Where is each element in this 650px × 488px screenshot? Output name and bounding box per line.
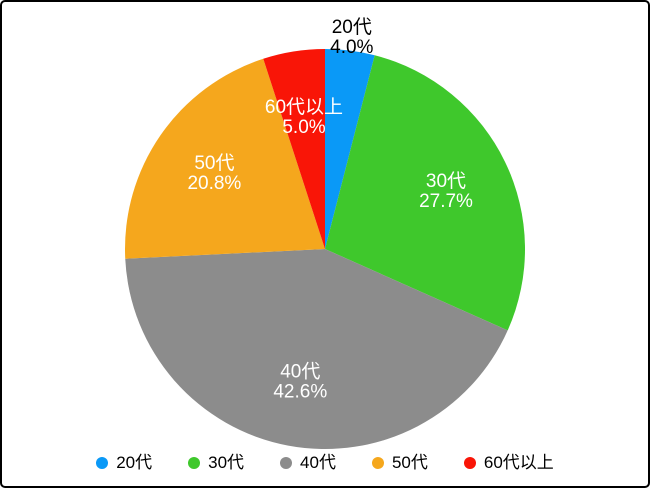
legend-item-5: 60代以上	[463, 453, 554, 473]
pie-slice-1	[325, 49, 375, 249]
legend-color-dot	[280, 457, 293, 469]
pie-slice-5	[263, 49, 325, 249]
legend-item-3: 40代	[280, 453, 336, 473]
legend-label: 20代	[116, 453, 153, 472]
slice-label-1: 20代 4.0%	[330, 16, 373, 58]
slice-label-3: 40代 42.6%	[273, 361, 327, 403]
legend-label: 40代	[300, 453, 336, 472]
slice-label-2: 30代 27.7%	[419, 170, 473, 212]
pie-slice-2	[325, 55, 526, 331]
legend-label: 30代	[208, 453, 245, 472]
legend-color-dot	[463, 457, 476, 469]
pie-slice-3	[125, 249, 508, 449]
legend-item-2: 30代	[188, 453, 244, 473]
legend-color-dot	[371, 457, 384, 469]
legend: 20代 30代 40代 50代 60代以上	[2, 453, 648, 473]
pie-slice-4	[125, 58, 326, 259]
slice-label-4: 50代 20.8%	[187, 152, 241, 194]
legend-label: 60代以上	[483, 453, 554, 472]
legend-label: 50代	[391, 453, 428, 472]
legend-item-1: 20代	[96, 453, 152, 473]
legend-item-4: 50代	[371, 453, 428, 473]
legend-color-dot	[188, 457, 201, 469]
legend-color-dot	[96, 457, 109, 469]
slice-label-5: 60代以上 5.0%	[265, 96, 343, 138]
